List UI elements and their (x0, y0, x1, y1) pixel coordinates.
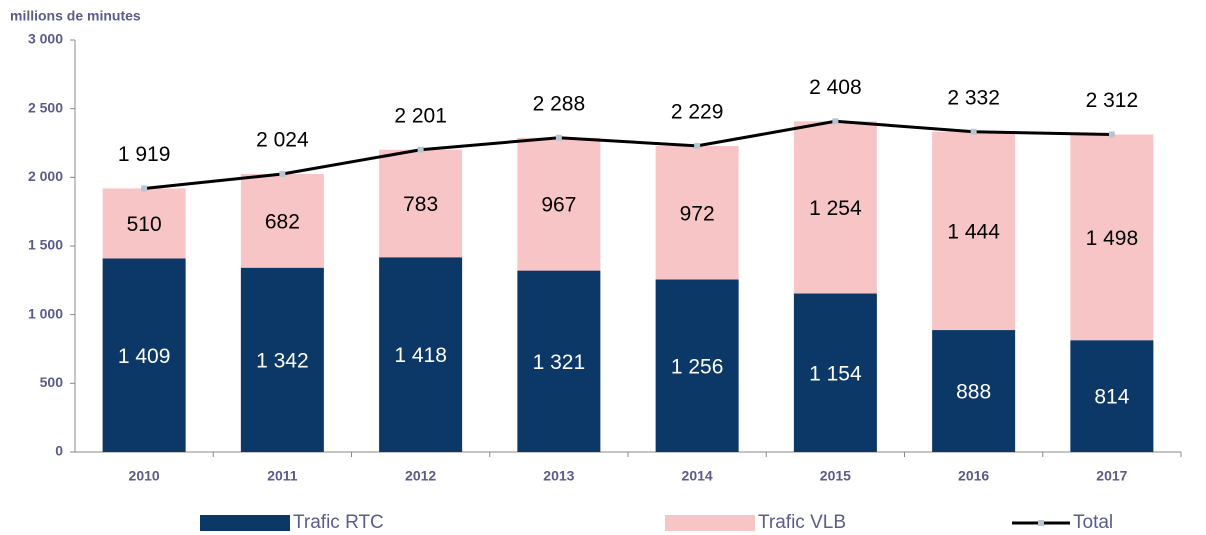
x-tick-label: 2014 (682, 468, 713, 484)
bar-segment (379, 149, 463, 258)
data-label: 1 444 (947, 220, 1000, 243)
data-label: 1 919 (118, 143, 171, 166)
data-label: 1 154 (809, 362, 862, 385)
bar-segment (655, 146, 739, 280)
y-tick-label: 1 000 (28, 305, 63, 321)
data-label: 682 (265, 210, 300, 233)
x-tick-label: 2012 (405, 468, 436, 484)
bar-segment (932, 330, 1016, 452)
legend-label: Trafic RTC (293, 512, 384, 533)
data-label: 783 (403, 193, 438, 216)
total-marker (141, 185, 148, 192)
data-label: 2 201 (394, 104, 447, 127)
bar-segment (517, 137, 601, 271)
total-marker (694, 142, 701, 149)
total-marker (279, 171, 286, 178)
data-label: 2 408 (809, 76, 862, 99)
data-label: 888 (956, 381, 991, 404)
data-label: 814 (1094, 386, 1129, 409)
data-label: 972 (680, 202, 715, 225)
bar-segment (1070, 134, 1154, 341)
x-tick-label: 2013 (543, 468, 574, 484)
bar-segment (793, 293, 877, 452)
bar-segment (102, 188, 186, 259)
x-tick-label: 2017 (1096, 468, 1127, 484)
data-label: 510 (127, 213, 162, 236)
legend-swatch (665, 515, 755, 531)
y-tick-label: 500 (40, 374, 64, 390)
bar-segment (655, 279, 739, 452)
total-marker (970, 128, 977, 135)
total-line (143, 119, 1112, 190)
data-label: 2 024 (256, 129, 309, 152)
data-label: 967 (541, 194, 576, 217)
total-marker (417, 146, 424, 153)
legend-swatch (200, 515, 290, 531)
data-label: 2 332 (947, 86, 1000, 109)
x-tick-label: 2010 (129, 468, 160, 484)
bar-segment (379, 257, 463, 452)
x-tick-label: 2011 (267, 468, 298, 484)
data-label: 1 256 (671, 355, 724, 378)
total-marker (1108, 131, 1115, 138)
data-label: 1 342 (256, 349, 309, 372)
legend-label: Trafic VLB (758, 512, 846, 533)
y-tick-label: 0 (55, 443, 63, 459)
bar-segment (932, 131, 1016, 331)
y-tick-label: 1 500 (28, 237, 63, 253)
data-label: 2 288 (533, 92, 586, 115)
data-label: 1 254 (809, 197, 862, 220)
y-axis-label: millions de minutes (10, 8, 141, 24)
data-label: 1 321 (533, 351, 586, 374)
bar-segment (240, 174, 324, 268)
data-label: 1 409 (118, 345, 171, 368)
bar-segment (102, 258, 186, 452)
x-tick-label: 2016 (958, 468, 989, 484)
y-tick-label: 2 500 (28, 99, 63, 115)
data-label: 1 418 (394, 344, 447, 367)
bar-segment (240, 267, 324, 452)
y-tick-label: 2 000 (28, 168, 63, 184)
bar-segment (1070, 340, 1154, 452)
data-label: 1 498 (1086, 227, 1139, 250)
total-marker (555, 134, 562, 141)
bar-segment (517, 270, 601, 452)
data-label: 2 229 (671, 100, 724, 123)
bar-segment (793, 121, 877, 294)
legend-label: Total (1073, 512, 1113, 533)
y-tick-label: 3 000 (28, 31, 63, 47)
x-tick-label: 2015 (820, 468, 851, 484)
legend-marker (1038, 520, 1044, 526)
total-marker (832, 118, 839, 125)
data-label: 2 312 (1086, 89, 1139, 112)
